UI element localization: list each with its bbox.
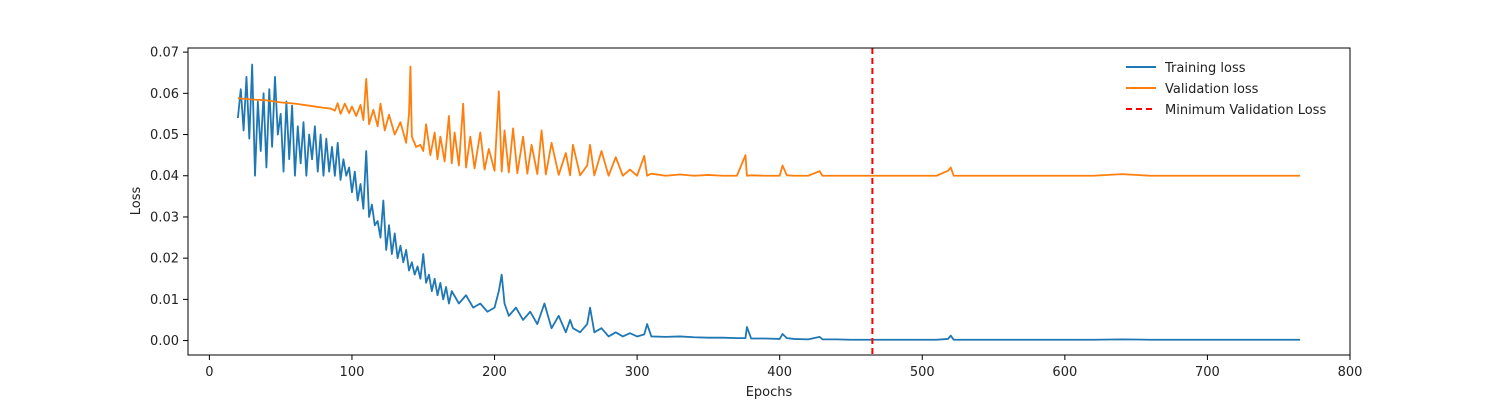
x-tick-label: 200 xyxy=(482,365,507,380)
x-axis-label: Epochs xyxy=(746,385,793,400)
legend-label: Minimum Validation Loss xyxy=(1165,103,1326,118)
y-tick-label: 0.00 xyxy=(150,334,179,349)
training-loss-line xyxy=(237,63,1301,341)
x-tick-label: 500 xyxy=(910,365,935,380)
y-tick-label: 0.05 xyxy=(150,128,179,143)
x-tick-label: 0 xyxy=(205,365,213,380)
y-axis-label: Loss xyxy=(129,187,144,216)
y-tick-label: 0.06 xyxy=(150,87,179,102)
x-tick-label: 400 xyxy=(767,365,792,380)
plot-area xyxy=(188,48,1350,355)
x-tick-label: 800 xyxy=(1338,365,1363,380)
series-layer xyxy=(237,48,1301,355)
legend-label: Training loss xyxy=(1164,61,1246,76)
plot-frame xyxy=(187,47,1351,356)
validation-loss-line xyxy=(237,65,1301,177)
y-tick-label: 0.02 xyxy=(150,252,179,267)
legend: Training loss Validation loss Minimum Vali… xyxy=(1126,61,1326,118)
x-axis-ticks: 0 100 200 300 400 500 600 700 800 xyxy=(205,355,1362,380)
y-tick-label: 0.01 xyxy=(150,293,179,308)
legend-label: Validation loss xyxy=(1165,82,1259,97)
x-tick-label: 600 xyxy=(1052,365,1077,380)
y-tick-label: 0.07 xyxy=(150,46,179,61)
x-tick-label: 100 xyxy=(340,365,365,380)
y-tick-label: 0.03 xyxy=(150,210,179,225)
x-tick-label: 700 xyxy=(1195,365,1220,380)
x-tick-label: 300 xyxy=(625,365,650,380)
y-tick-label: 0.04 xyxy=(150,169,179,184)
y-axis-ticks: 0.00 0.01 0.02 0.03 0.04 0.05 0.06 0.07 xyxy=(150,46,188,349)
